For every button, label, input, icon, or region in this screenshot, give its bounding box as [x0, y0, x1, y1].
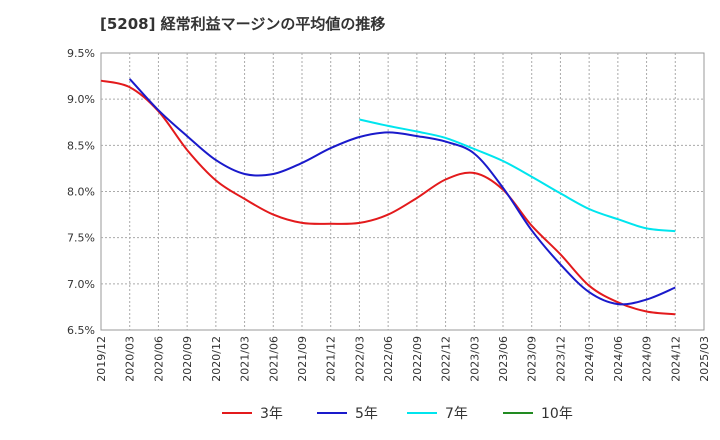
y-axis-ticks: 9.5% 9.0% 8.5% 8.0% 7.5% 7.0% 6.5% [67, 47, 95, 337]
x-tick-label: 2019/12 [95, 336, 108, 382]
x-tick-label: 2025/03 [698, 336, 711, 382]
x-tick-label: 2022/09 [411, 336, 424, 382]
x-tick-label: 2020/12 [210, 336, 223, 382]
x-tick-label: 2020/03 [124, 336, 137, 382]
chart-title: [5208] 経常利益マージンの平均値の推移 [100, 15, 386, 33]
y-tick-label: 8.0% [67, 186, 95, 199]
x-tick-label: 2021/03 [239, 336, 252, 382]
x-tick-label: 2024/09 [641, 336, 654, 382]
series-line-1 [128, 78, 676, 306]
legend: 3年 5年 7年 10年 [222, 406, 573, 422]
x-tick-label: 2022/06 [382, 336, 395, 382]
x-axis-ticks: 2019/12 2020/03 2020/06 2020/09 2020/12 2021/… [95, 336, 711, 382]
x-tick-label: 2024/12 [669, 336, 682, 382]
y-tick-label: 8.5% [67, 139, 95, 152]
y-tick-label: 9.5% [67, 47, 95, 60]
legend-label: 5年 [355, 406, 378, 422]
series-lines [100, 78, 676, 316]
legend-label: 10年 [541, 406, 573, 422]
x-tick-label: 2023/06 [497, 336, 510, 382]
x-tick-label: 2021/12 [325, 336, 338, 382]
y-tick-label: 9.0% [67, 93, 95, 106]
series-line-2 [359, 118, 676, 233]
x-tick-label: 2023/12 [554, 336, 567, 382]
x-tick-label: 2021/06 [267, 336, 280, 382]
x-tick-label: 2020/09 [181, 336, 194, 382]
y-tick-label: 7.0% [67, 278, 95, 291]
x-tick-label: 2020/06 [152, 336, 165, 382]
x-tick-label: 2023/09 [526, 336, 539, 382]
x-tick-label: 2022/03 [353, 336, 366, 382]
legend-label: 7年 [445, 406, 468, 422]
grid-lines [101, 53, 704, 330]
x-tick-label: 2024/06 [612, 336, 625, 382]
x-tick-label: 2023/03 [468, 336, 481, 382]
legend-label: 3年 [260, 406, 283, 422]
x-tick-label: 2024/03 [583, 336, 596, 382]
x-tick-label: 2022/12 [440, 336, 453, 382]
y-tick-label: 6.5% [67, 324, 95, 337]
x-tick-label: 2021/09 [296, 336, 309, 382]
series-line-0 [100, 79, 676, 316]
y-tick-label: 7.5% [67, 232, 95, 245]
